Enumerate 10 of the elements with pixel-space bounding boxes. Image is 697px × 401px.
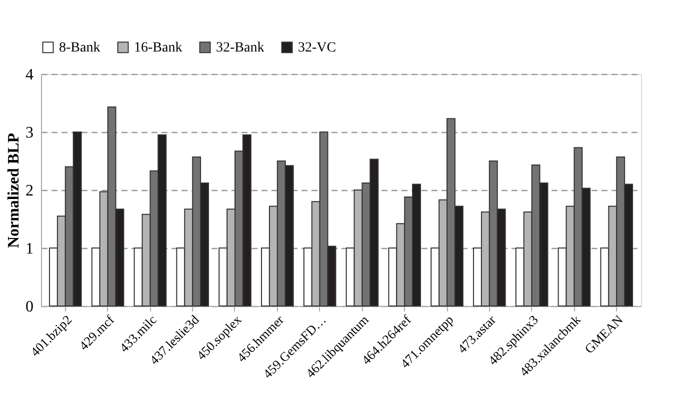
legend-label: 32-VC [298, 40, 336, 56]
y-tick-label: 0 [26, 298, 34, 316]
y-tick-label: 4 [26, 66, 34, 84]
y-tick-label: 3 [26, 124, 34, 142]
y-axis-title: Normalized BLP [6, 132, 22, 248]
y-tick-label: 1 [26, 240, 34, 258]
legend-label: 8-Bank [59, 40, 100, 56]
y-tick-label: 2 [26, 182, 34, 200]
legend-label: 16-Bank [134, 40, 182, 56]
legend-label: 32-Bank [216, 40, 264, 56]
